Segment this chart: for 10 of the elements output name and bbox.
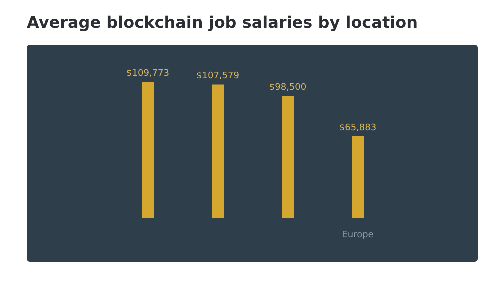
bar: [142, 82, 154, 218]
data-label: $109,773: [126, 69, 170, 79]
data-label: $107,579: [196, 72, 240, 82]
bar: [212, 84, 224, 218]
data-label: $98,500: [269, 82, 307, 93]
bar: [282, 96, 294, 218]
x-tick-label: Europe: [342, 230, 374, 240]
chart-title: Average blockchain job salaries by location: [27, 13, 418, 32]
data-label: $65,883: [339, 123, 377, 134]
bar: [352, 136, 364, 218]
